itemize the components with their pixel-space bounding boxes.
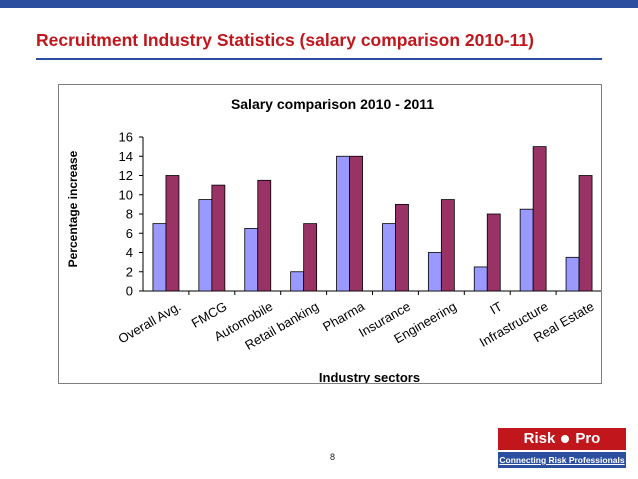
bar-series2-retail-banking [303, 223, 318, 292]
bar-series2-pharma [349, 155, 363, 292]
bar-series1-engineering [427, 252, 442, 292]
logo-dot-icon [561, 435, 570, 444]
y-axis-label: Percentage increase [66, 150, 80, 267]
logo-wordmark: Risk Pro [498, 428, 626, 450]
x-category-label: Overall Avg. [115, 299, 183, 347]
chart-frame: Salary comparison 2010 - 2011 0 2 4 6 8 10 12 14… [58, 84, 602, 384]
bar-series1-it [473, 266, 488, 292]
bar-series1-overall-avg [152, 223, 167, 292]
top-accent-bar [0, 0, 638, 8]
bar-series1-pharma [336, 155, 350, 292]
bar-series1-infrastructure [519, 208, 534, 292]
y-tick-label: 12 [119, 168, 133, 183]
salary-bar-chart: Salary comparison 2010 - 2011 0 2 4 6 8 10 12 14… [66, 96, 601, 383]
chart-title: Salary comparison 2010 - 2011 [231, 96, 434, 112]
y-tick-label: 6 [126, 226, 133, 241]
slide-title: Recruitment Industry Statistics (salary … [36, 30, 534, 50]
x-category-label: IT [487, 299, 505, 318]
bar-series1-insurance [382, 223, 396, 292]
logo-word-pro: Pro [575, 430, 601, 447]
bar-series1-automobile [244, 228, 259, 292]
bar-series2-it [486, 213, 501, 292]
bar-series1-fmcg [198, 199, 213, 292]
bar-series1-real-estate [565, 256, 580, 292]
y-tick-label: 14 [119, 149, 133, 164]
risk-pro-logo: Risk Pro Connecting Risk Professionals [498, 428, 626, 468]
bar-series2-engineering [440, 199, 455, 292]
bar-series2-infrastructure [532, 146, 547, 292]
y-tick-label: 8 [126, 207, 133, 222]
y-tick-label: 10 [119, 187, 133, 202]
logo-word-risk: Risk [523, 430, 556, 447]
bar-series2-real-estate [578, 175, 593, 292]
bar-series2-fmcg [211, 184, 226, 292]
page-number: 8 [330, 452, 336, 462]
y-tick-label: 2 [126, 264, 133, 279]
title-divider [36, 58, 602, 60]
bar-series2-overall-avg [165, 175, 180, 292]
bar-series1-retail-banking [290, 271, 305, 292]
bar-series2-automobile [257, 179, 272, 292]
y-tick-label: 0 [126, 284, 133, 299]
y-tick-label: 16 [119, 130, 133, 145]
y-tick-label: 4 [126, 245, 133, 260]
bar-series2-insurance [395, 203, 409, 292]
x-axis-label: Industry sectors [319, 370, 420, 383]
logo-tagline: Connecting Risk Professionals [498, 452, 626, 468]
